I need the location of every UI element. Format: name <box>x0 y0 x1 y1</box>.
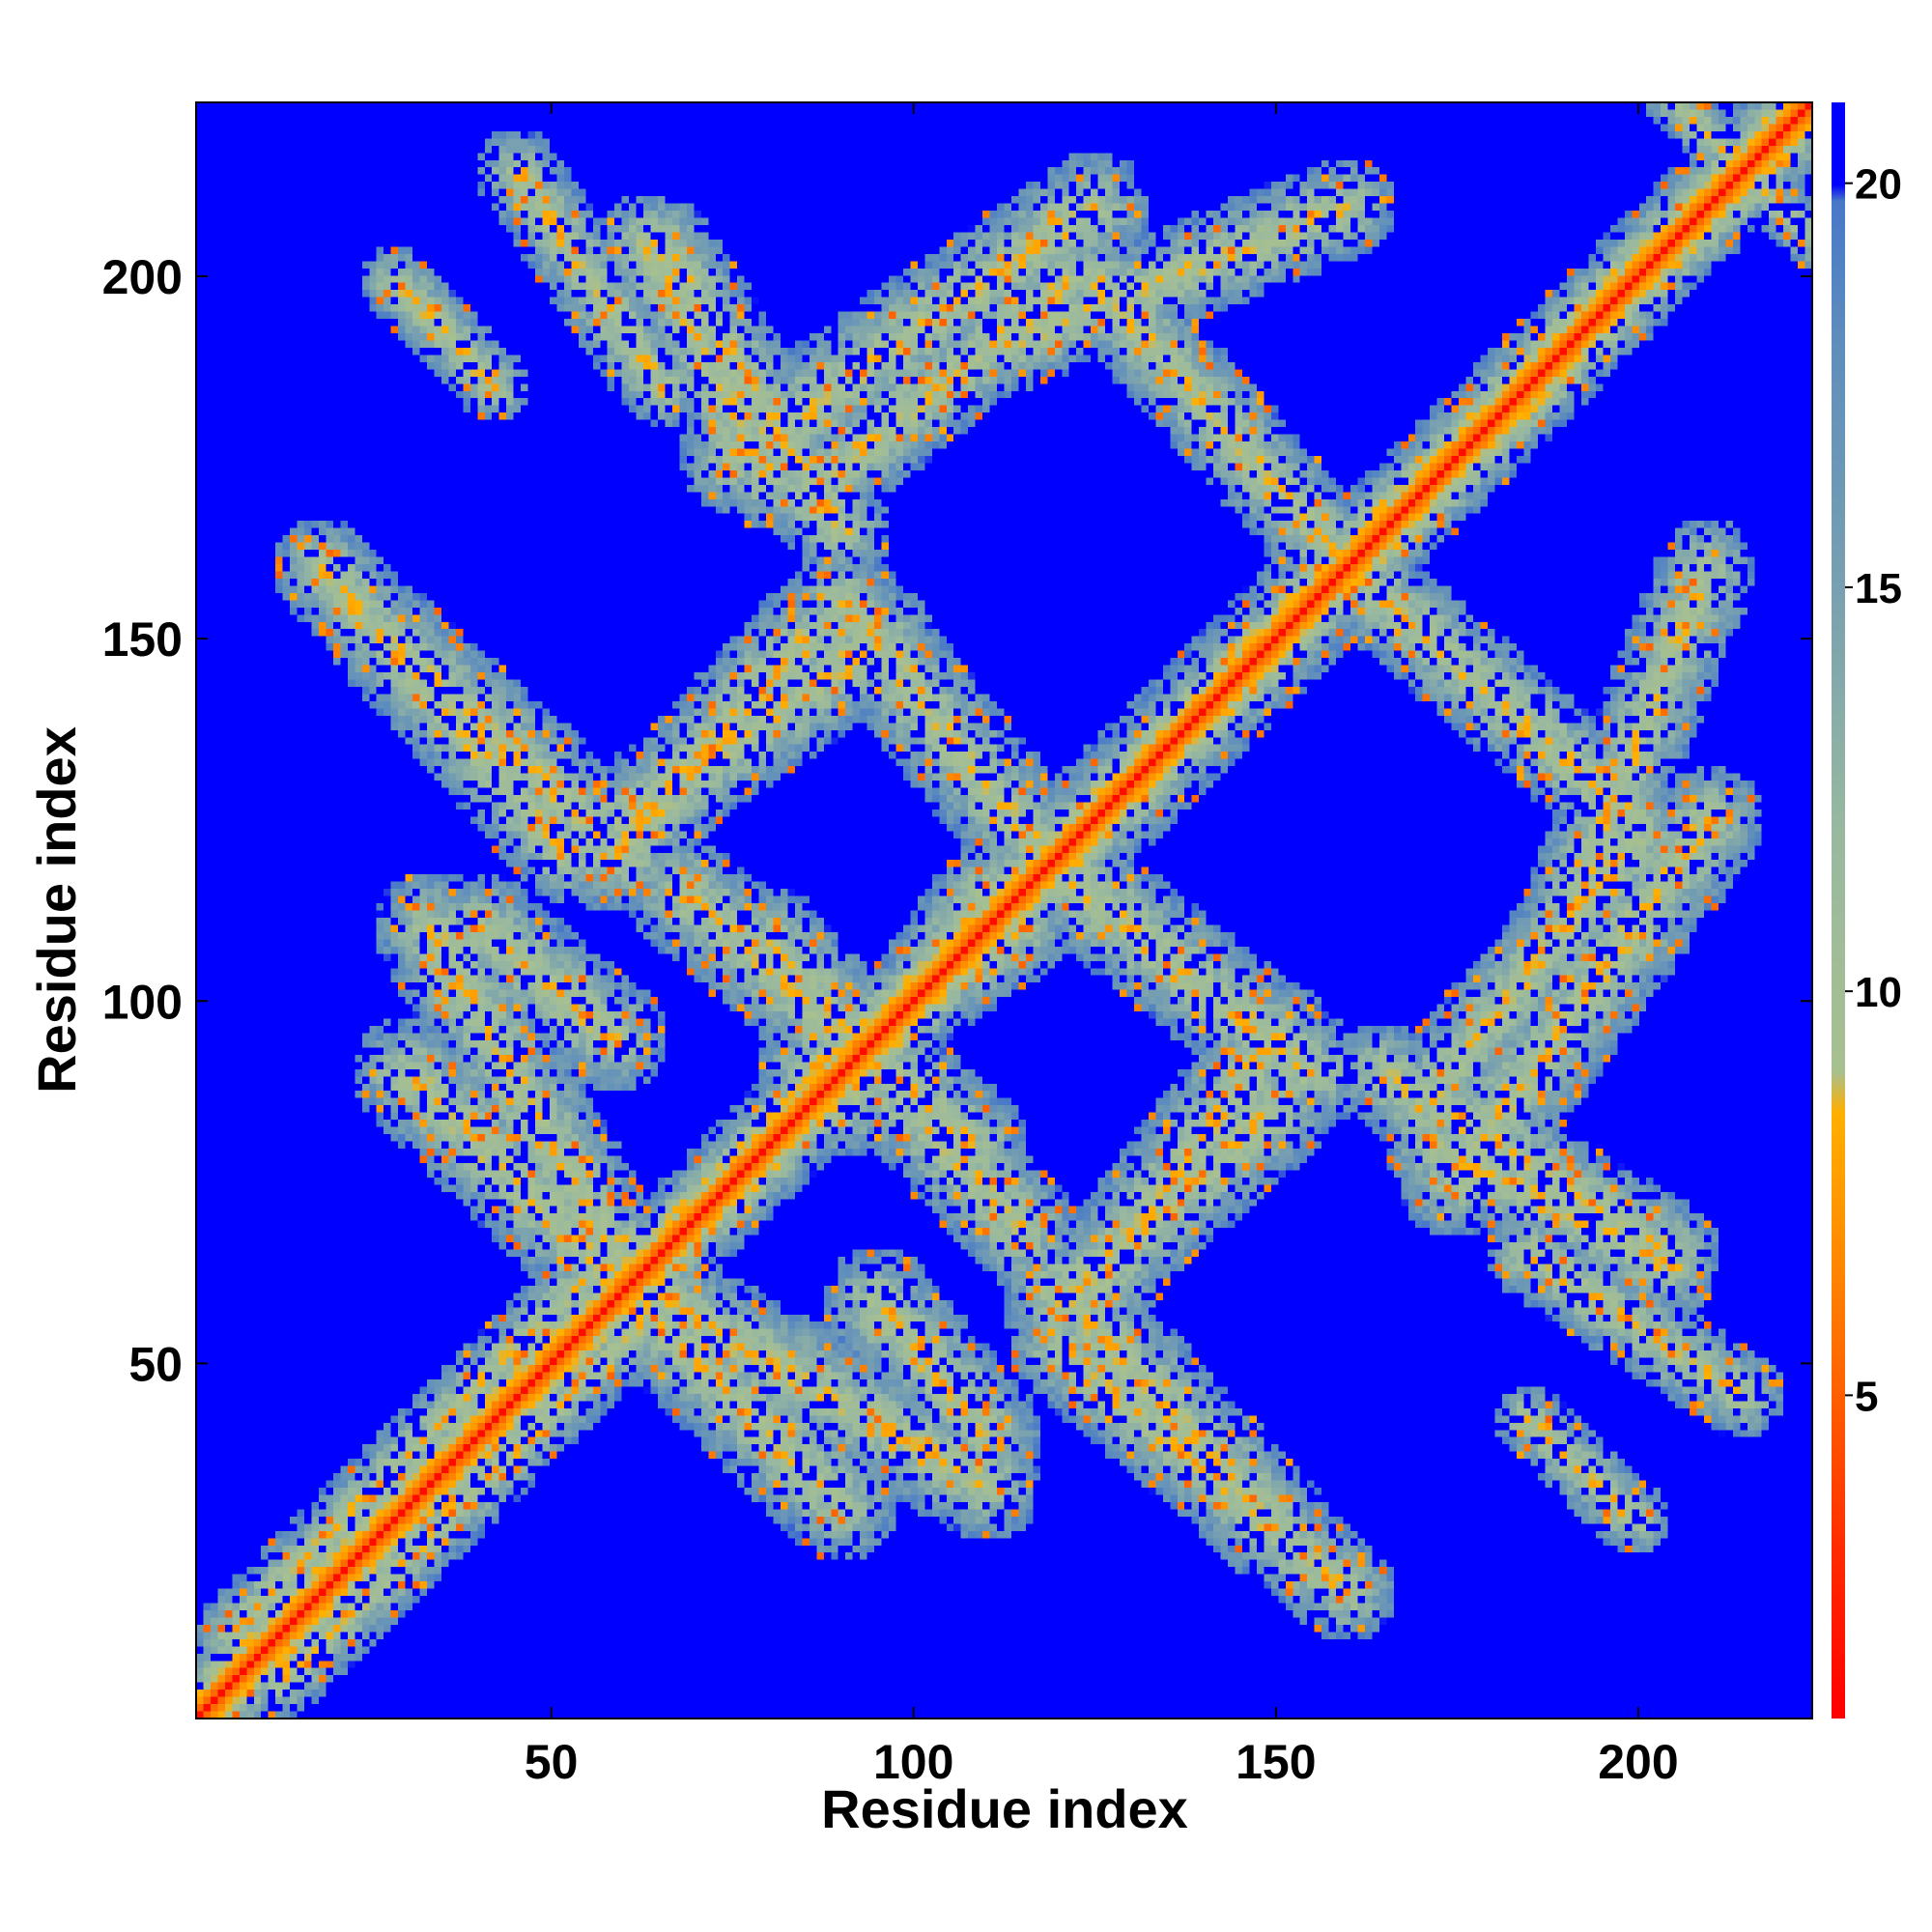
colorbar-tick-label: 10 <box>1855 969 1902 1016</box>
y-tick-label: 200 <box>102 250 183 304</box>
y-axis-ticks: 50 100 150 200 <box>102 250 1812 1391</box>
y-axis-label: Residue index <box>26 726 87 1094</box>
colorbar-tick-label: 20 <box>1855 161 1902 209</box>
heatmap-plot-area <box>196 102 1812 1719</box>
y-tick-label: 50 <box>128 1337 183 1391</box>
x-tick-label: 200 <box>1598 1735 1678 1789</box>
colorbar-tick-label: 15 <box>1855 565 1902 612</box>
x-tick-label: 100 <box>873 1735 953 1789</box>
x-axis-ticks: 50 100 150 200 <box>525 102 1679 1789</box>
colorbar <box>1832 102 1845 1719</box>
x-tick-label: 50 <box>525 1735 579 1789</box>
colorbar-tick-label: 5 <box>1855 1373 1878 1420</box>
x-tick-label: 150 <box>1236 1735 1316 1789</box>
x-axis-label: Residue index <box>821 1778 1188 1839</box>
plot-frame <box>195 101 1813 1719</box>
colorbar-ticks: 5 10 15 20 <box>1845 161 1902 1420</box>
y-tick-label: 150 <box>102 612 183 667</box>
y-tick-label: 100 <box>102 975 183 1029</box>
